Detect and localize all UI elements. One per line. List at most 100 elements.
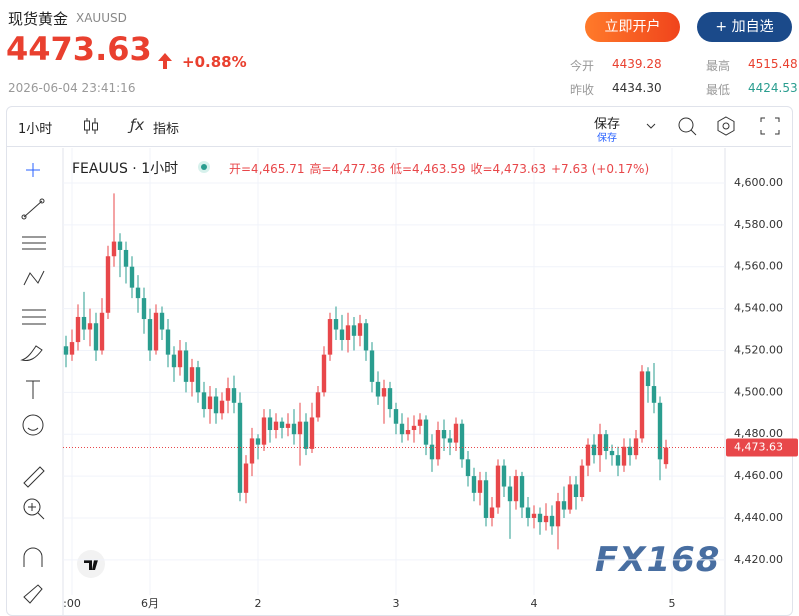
up-arrow: [158, 53, 172, 69]
candle-body: [591, 444, 597, 456]
candle-body: [219, 400, 225, 414]
candle-body: [495, 465, 501, 508]
candle-body: [279, 421, 285, 428]
candle-body: [471, 476, 477, 493]
candle-body: [537, 513, 543, 523]
ohlc-high: 高=4,477.36: [309, 162, 386, 176]
candle-body: [435, 430, 441, 460]
candle-body: [423, 419, 429, 445]
candle-body: [501, 465, 507, 487]
candle-body: [339, 329, 345, 340]
candle-body: [297, 421, 303, 435]
candle-body: [447, 438, 453, 443]
interval[interactable]: 1小时: [18, 122, 53, 137]
candle-body: [171, 354, 177, 368]
candle-body: [549, 515, 555, 527]
candle-body: [315, 392, 321, 418]
candle-body: [111, 241, 117, 257]
candle-body: [273, 421, 279, 431]
candle-body: [543, 515, 549, 523]
stat-value: 4439.28: [612, 57, 662, 71]
candle-body: [255, 438, 261, 445]
candle-body: [105, 256, 111, 313]
candle-body: [513, 476, 519, 502]
y-tick-label: 4,500.00: [734, 385, 783, 398]
candle-body: [399, 423, 405, 435]
y-tick-label: 4,540.00: [734, 302, 783, 315]
tv-logo: [77, 550, 105, 578]
candle-body: [243, 463, 249, 493]
candle-body: [201, 392, 207, 410]
candle-body: [441, 430, 447, 439]
candle-body: [87, 323, 93, 330]
candle-body: [165, 329, 171, 355]
toolbar-divider: [6, 146, 791, 147]
y-tick-label: 4,480.00: [734, 427, 783, 440]
y-tick-label: 4,520.00: [734, 343, 783, 356]
candle-body: [123, 249, 129, 267]
candle-type-icon[interactable]: [82, 116, 100, 136]
candle-body: [351, 325, 357, 336]
candle-body: [567, 484, 573, 510]
stat-label: 昨收: [570, 83, 595, 97]
candle-body: [381, 388, 387, 397]
candle-body: [507, 486, 513, 502]
candle-body: [429, 444, 435, 460]
candle-body: [555, 501, 561, 527]
candle-body: [369, 350, 375, 382]
candle-body: [213, 396, 219, 414]
candle-body: [417, 419, 423, 426]
candle-body: [63, 346, 69, 355]
candle-body: [249, 438, 255, 464]
candle-body: [489, 507, 495, 518]
toolbar-icons: [646, 116, 780, 136]
candle-body: [609, 450, 615, 456]
candle-body: [465, 459, 471, 477]
candle-body: [357, 323, 363, 336]
x-tick-label: 6月: [141, 597, 159, 610]
quote-change: +0.88%: [182, 53, 247, 71]
candle-body: [327, 319, 333, 355]
candle-body: [207, 396, 213, 410]
y-tick-label: 4,420.00: [734, 553, 783, 566]
add-watch-button[interactable]: + 加自选: [697, 12, 792, 42]
candle-body: [81, 316, 87, 330]
candle-body: [321, 354, 327, 393]
candle-body: [303, 421, 309, 449]
candle-body: [291, 423, 297, 435]
save[interactable]: 保存: [594, 117, 621, 132]
candle-body: [459, 423, 465, 460]
chart-symbol: FEAUUS · 1小时: [72, 161, 179, 177]
stat-label: 最高: [706, 59, 731, 73]
y-tick-label: 4,600.00: [734, 176, 783, 189]
candle-body: [597, 434, 603, 456]
candle-body: [195, 367, 201, 393]
fx-icon: ƒx: [130, 116, 145, 134]
candle-body: [651, 386, 657, 403]
x-tick-label: 3: [393, 597, 400, 610]
candle-body: [579, 465, 585, 498]
candle-body: [561, 501, 567, 510]
candle-body: [135, 287, 141, 299]
candle-body: [627, 446, 633, 456]
candle-body: [531, 513, 537, 518]
candle-body: [525, 507, 531, 518]
candle-body: [261, 417, 267, 445]
candle-body: [93, 323, 99, 351]
candle-body: [177, 350, 183, 368]
quote-code: XAUUSD: [76, 11, 127, 25]
quote-price: 4473.63: [6, 30, 152, 68]
y-tick-label: 4,440.00: [734, 511, 783, 524]
candle-body: [387, 388, 393, 410]
open-account-button[interactable]: 立即开户: [585, 12, 680, 42]
y-tick-label: 4,460.00: [734, 469, 783, 482]
candle-body: [657, 402, 663, 460]
candle-body: [285, 423, 291, 428]
stat-value: 4424.53: [748, 81, 798, 95]
indicators[interactable]: 指标: [153, 122, 180, 137]
last-price-tag: [726, 438, 798, 457]
x-tick-label: 5: [669, 597, 676, 610]
candle-body: [75, 316, 81, 343]
candle-body: [345, 325, 351, 340]
x-tick-label: 2: [255, 597, 262, 610]
